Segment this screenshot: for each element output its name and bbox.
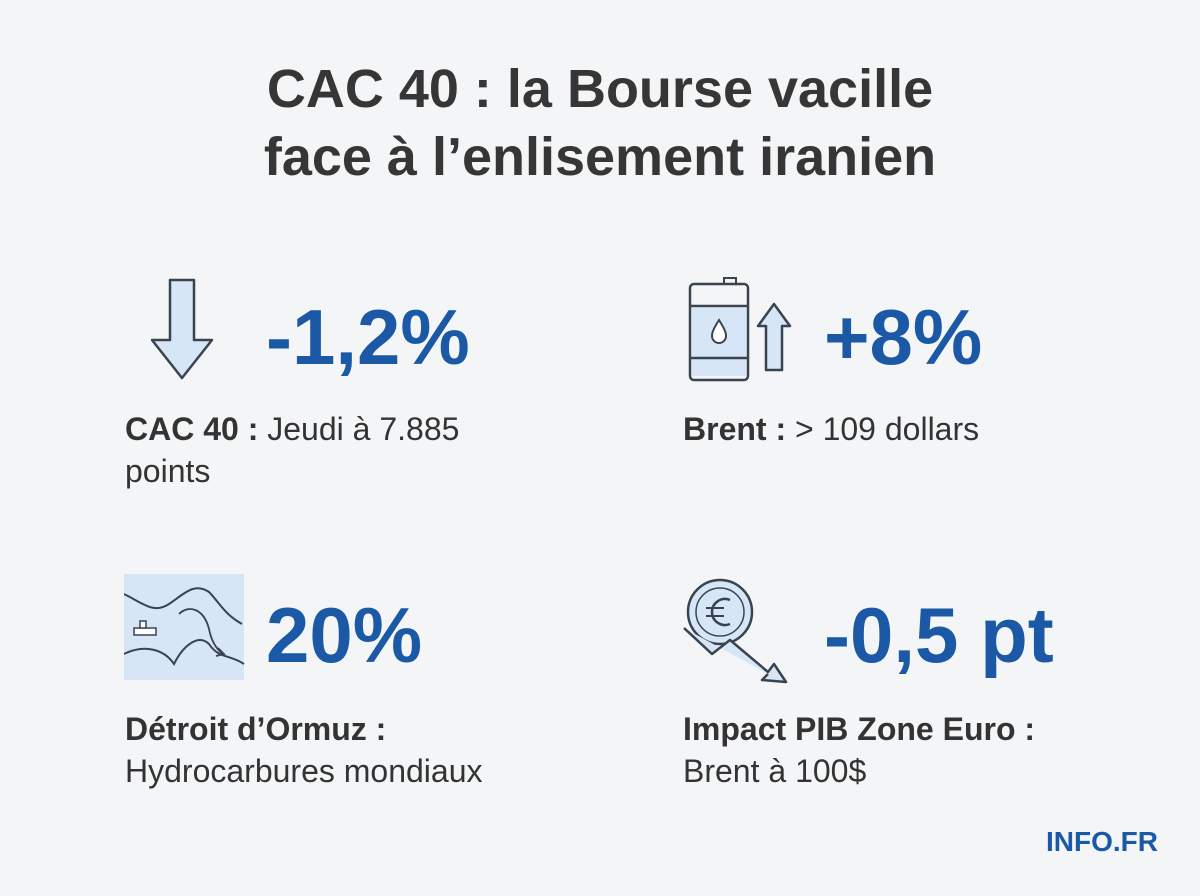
stat-label: Détroit d’Ormuz : Hydrocarbures mondiaux (125, 708, 565, 792)
stat-label: Brent : > 109 dollars (683, 408, 1103, 450)
stat-label: CAC 40 : Jeudi à 7.885 points (125, 408, 535, 492)
stat-label-text: > 109 dollars (795, 411, 980, 447)
euro-decline-icon (683, 578, 788, 684)
title-line: CAC 40 : la Bourse vacille (266, 59, 934, 119)
title-line: face à l’enlisement iranien (263, 127, 937, 187)
stat-label-bold: Détroit d’Ormuz : (125, 711, 387, 747)
stat-value: 20% (266, 591, 423, 679)
down-arrow-icon (150, 278, 214, 380)
title: CAC 40 : la Bourse vacille face à l’enli… (0, 55, 1200, 191)
stat-label-text: Hydrocarbures mondiaux (125, 753, 483, 789)
stat-label-bold: Brent : (683, 411, 787, 447)
stat-label-bold: Impact PIB Zone Euro : (683, 711, 1036, 747)
stat-label-text: Jeudi à 7.885 points (125, 411, 460, 489)
stat-label-bold: CAC 40 : (125, 411, 259, 447)
brand: INFO.FR (1046, 826, 1158, 857)
strait-map-icon (124, 574, 245, 680)
stat-label-text: Brent à 100$ (683, 753, 867, 789)
stat-value: -0,5 pt (824, 591, 1054, 679)
stat-value: +8% (824, 293, 983, 381)
stat-value: -1,2% (266, 293, 470, 381)
oil-barrel-icon (688, 277, 792, 382)
stat-label: Impact PIB Zone Euro : Brent à 100$ (683, 708, 1103, 792)
